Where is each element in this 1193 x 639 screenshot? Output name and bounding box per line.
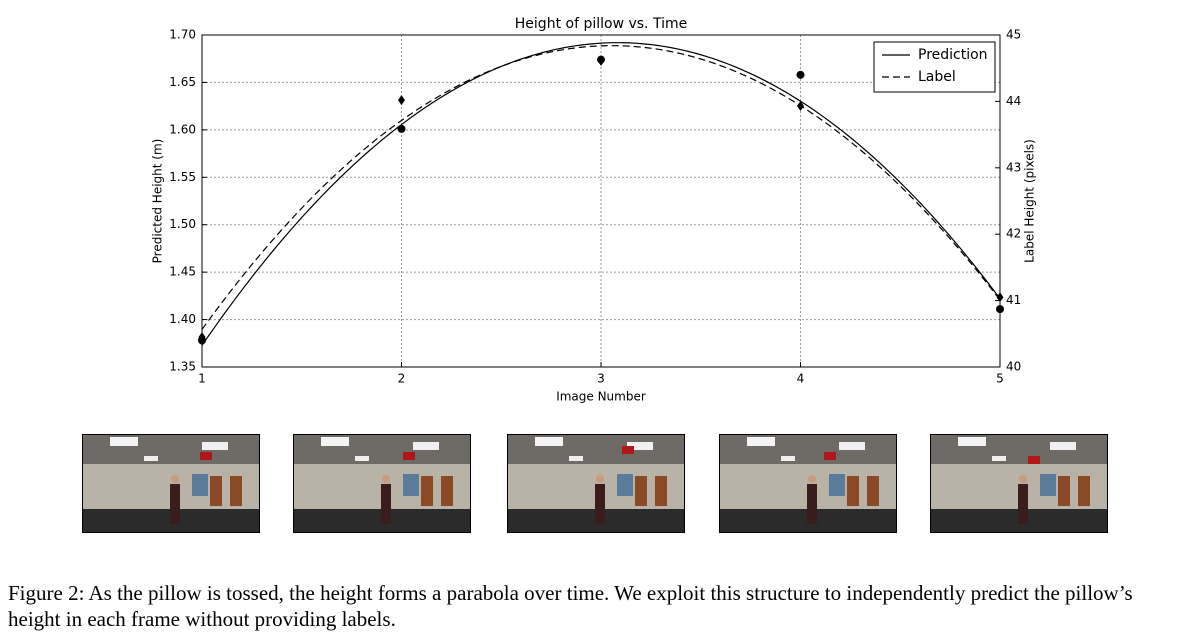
- board: [403, 474, 419, 496]
- frame-border: [719, 434, 897, 533]
- legend: Prediction Label: [873, 41, 996, 93]
- door: [1058, 476, 1070, 506]
- door: [1078, 476, 1090, 506]
- frame-thumbnail: [82, 434, 260, 533]
- y2-tick-label: 44: [1006, 94, 1021, 108]
- light: [110, 437, 138, 446]
- y-tick-label: 1.40: [169, 312, 196, 326]
- y2-tick-label: 42: [1006, 227, 1021, 241]
- x-tick-label: 3: [597, 372, 605, 386]
- light: [958, 437, 986, 446]
- frame-border: [507, 434, 685, 533]
- x-axis-label: Image Number: [556, 390, 646, 404]
- fit-curve: [201, 42, 1001, 346]
- person: [170, 484, 180, 524]
- frame-thumbnail: [293, 434, 471, 533]
- light: [627, 442, 653, 450]
- y2-tick-label: 43: [1006, 160, 1021, 174]
- marker: [198, 332, 206, 343]
- light: [747, 437, 775, 446]
- legend-label: Prediction: [918, 47, 988, 63]
- light: [992, 456, 1006, 461]
- light: [569, 456, 583, 461]
- y-tick-label: 1.35: [169, 360, 196, 374]
- light: [413, 442, 439, 450]
- y2-axis-label: Label Height (pixels): [1023, 139, 1037, 263]
- y2-tick-label: 40: [1006, 360, 1021, 374]
- light: [535, 437, 563, 446]
- head: [1019, 475, 1027, 483]
- board: [192, 474, 208, 496]
- person: [381, 484, 391, 524]
- y2-tick-label: 41: [1006, 293, 1021, 307]
- x-tick-label: 5: [996, 372, 1004, 386]
- light: [202, 442, 228, 450]
- board: [1040, 474, 1056, 496]
- marker: [597, 55, 605, 66]
- light: [839, 442, 865, 450]
- x-tick-label: 4: [797, 372, 805, 386]
- y-tick-label: 1.50: [169, 217, 196, 231]
- y2-tick-label: 45: [1006, 28, 1021, 42]
- pillow: [824, 452, 836, 460]
- head: [171, 475, 179, 483]
- person: [595, 484, 605, 524]
- pillow: [622, 446, 634, 454]
- x-tick-label: 1: [198, 372, 206, 386]
- light: [1050, 442, 1076, 450]
- light: [321, 437, 349, 446]
- chart-title: Height of pillow vs. Time: [515, 16, 687, 32]
- marker: [398, 95, 405, 106]
- door: [441, 476, 453, 506]
- door: [230, 476, 242, 506]
- door: [635, 476, 647, 506]
- person: [807, 484, 817, 524]
- y-axis-label: Predicted Height (m): [151, 139, 165, 264]
- frame-border: [82, 434, 260, 533]
- light: [781, 456, 795, 461]
- head: [596, 475, 604, 483]
- frame-thumbnail: [719, 434, 897, 533]
- marker: [797, 101, 804, 112]
- door: [210, 476, 222, 506]
- door: [867, 476, 879, 506]
- legend-label: Label: [918, 69, 956, 85]
- caption: Figure 2: As the pillow is tossed, the h…: [8, 581, 1133, 631]
- legend-box: [873, 41, 996, 93]
- board: [829, 474, 845, 496]
- head: [808, 475, 816, 483]
- frame-thumbnail: [930, 434, 1108, 533]
- frame-border: [930, 434, 1108, 533]
- door: [655, 476, 667, 506]
- y-tick-label: 1.70: [169, 28, 196, 42]
- frame-border: [293, 434, 471, 533]
- head: [382, 475, 390, 483]
- y-tick-label: 1.45: [169, 265, 196, 279]
- chart: Height of pillow vs. Time Image Number P…: [151, 16, 1037, 404]
- marker: [996, 305, 1004, 314]
- board: [617, 474, 633, 496]
- y-tick-label: 1.60: [169, 122, 196, 136]
- marker: [996, 292, 1004, 303]
- pillow: [403, 452, 415, 460]
- marker: [397, 124, 406, 133]
- light: [355, 456, 369, 461]
- plot-frame: [201, 34, 1001, 368]
- frame-thumbnail: [507, 434, 685, 533]
- x-tick-label: 2: [398, 372, 406, 386]
- marker: [796, 70, 805, 79]
- door: [421, 476, 433, 506]
- light: [144, 456, 158, 461]
- door: [847, 476, 859, 506]
- pillow: [1028, 456, 1040, 464]
- y-tick-label: 1.55: [169, 170, 196, 184]
- person: [1018, 484, 1028, 524]
- pillow: [200, 452, 212, 460]
- fit-curve: [201, 45, 1001, 330]
- y-tick-label: 1.65: [169, 75, 196, 89]
